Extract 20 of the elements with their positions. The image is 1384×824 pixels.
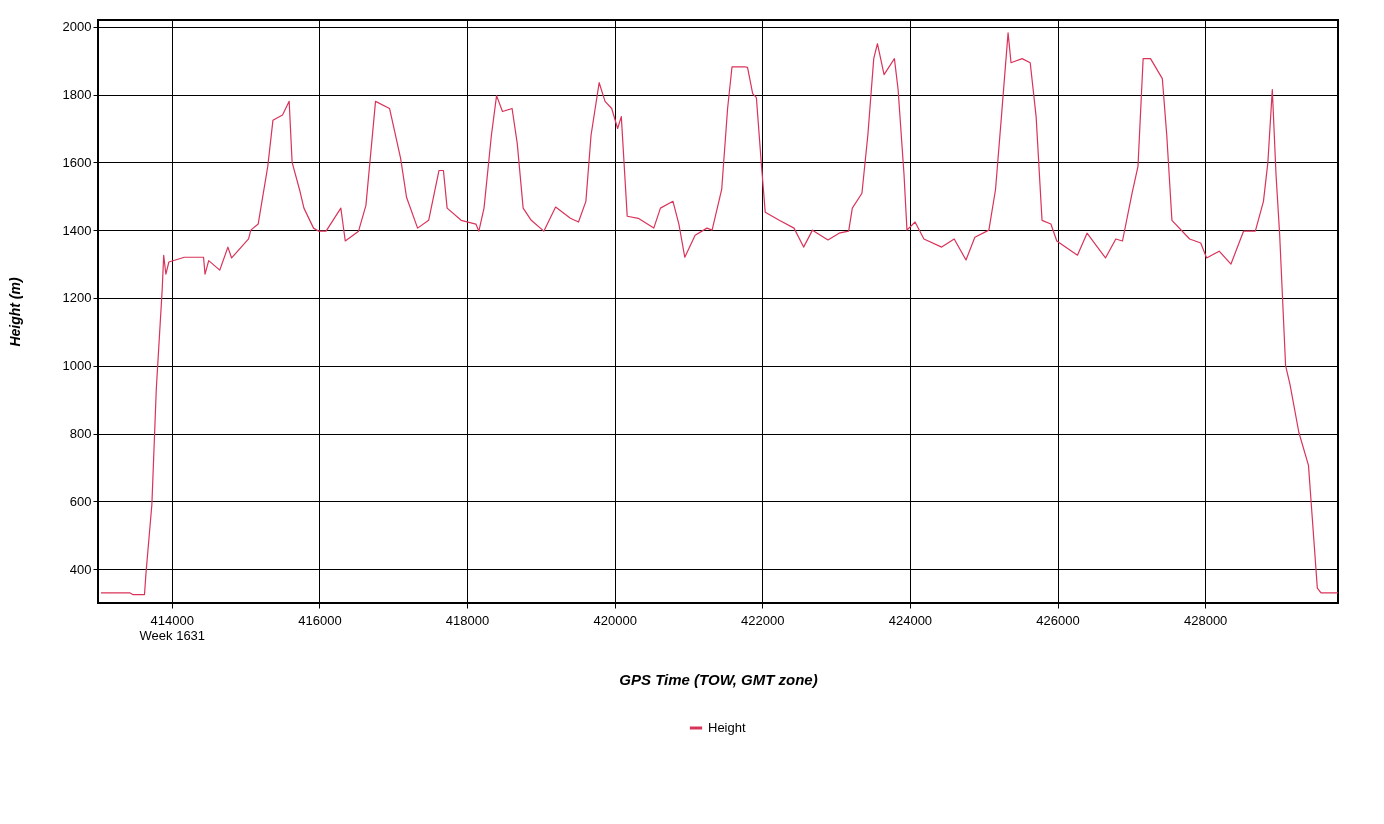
y-tick-label: 1600 (62, 154, 92, 170)
x-tick-label: 424000 (888, 612, 933, 628)
y-tick-label: 600 (69, 493, 92, 509)
y-tick-label: 800 (69, 426, 92, 442)
y-tick-label: 2000 (62, 19, 92, 35)
x-tick-label: 426000 (1036, 612, 1080, 628)
legend-label: Height (708, 720, 746, 735)
y-tick-label: 1000 (62, 358, 92, 374)
y-axis-title: Height (m) (6, 277, 23, 347)
x-tick-label: 422000 (741, 612, 785, 628)
x-tick-label: 420000 (593, 612, 637, 628)
x-tick-label: 416000 (298, 612, 342, 628)
y-tick-label: 1800 (62, 87, 92, 103)
x-tick-label: 418000 (445, 612, 490, 628)
y-tick-label: 1400 (62, 222, 92, 238)
x-axis-title: GPS Time (TOW, GMT zone) (619, 670, 818, 688)
x-tick-label: 428000 (1183, 612, 1228, 628)
y-tick-label: 1200 (62, 290, 92, 306)
y-tick-label: 400 (69, 561, 92, 577)
x-tick-label: 414000 Week 1631 (139, 612, 206, 643)
